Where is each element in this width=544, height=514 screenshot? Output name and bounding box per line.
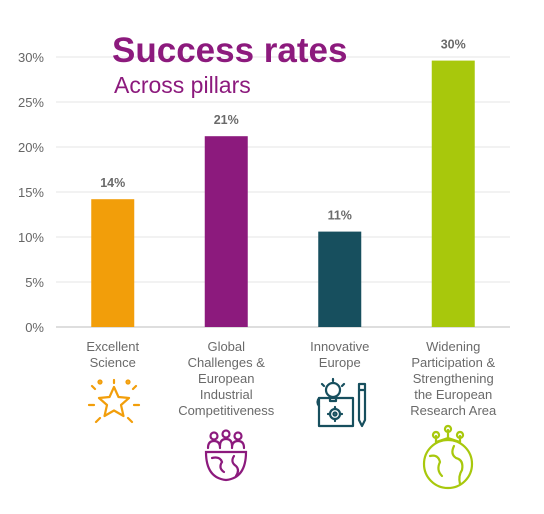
globe-network-icon: [422, 424, 474, 490]
bar: [91, 199, 135, 327]
star-icon: [87, 378, 141, 424]
data-label: 30%: [441, 38, 466, 52]
y-axis: 0% 5% 10% 15% 20% 25% 30%: [18, 50, 44, 335]
bar: [318, 231, 362, 327]
y-tick-label: 20%: [18, 140, 44, 155]
category-label: Innovative Europe: [310, 339, 370, 370]
category-label: Widening Participation & Strengthening the …: [410, 339, 497, 418]
bar: [204, 136, 248, 327]
innovation-blueprint-icon: [316, 377, 367, 428]
category-label: Global Challenges & European Industrial Comp…: [178, 339, 275, 418]
bar: [431, 60, 475, 327]
people-globe-icon: [204, 429, 248, 482]
data-label: 11%: [328, 209, 352, 223]
bars: [91, 60, 475, 327]
chart-subtitle: Across pillars: [114, 72, 251, 98]
y-tick-label: 30%: [18, 50, 44, 65]
data-labels: 14% 21% 11% 30%: [100, 38, 466, 223]
chart-title: Success rates: [112, 31, 347, 70]
y-tick-label: 15%: [18, 185, 44, 200]
data-label: 21%: [214, 113, 239, 127]
y-tick-label: 5%: [25, 275, 44, 290]
category-label: Excellent Science: [86, 339, 140, 370]
data-label: 14%: [100, 176, 125, 190]
y-tick-label: 25%: [18, 95, 44, 110]
y-tick-label: 10%: [18, 230, 44, 245]
y-tick-label: 0%: [25, 320, 44, 335]
